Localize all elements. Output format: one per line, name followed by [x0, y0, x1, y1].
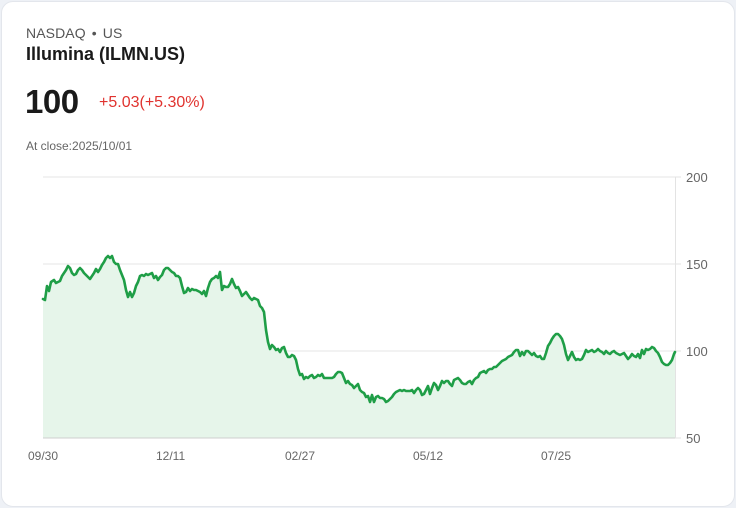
x-tick-label: 05/12 — [413, 449, 443, 463]
x-axis-labels: 09/30 12/11 02/27 05/12 07/25 — [28, 449, 571, 463]
price-change: +5.03(+5.30%) — [99, 94, 205, 111]
price-area-fill — [43, 256, 675, 438]
x-tick-label: 12/11 — [156, 449, 185, 463]
close-date-label: At close:2025/10/01 — [26, 139, 133, 153]
y-tick-label: 100 — [686, 344, 708, 359]
x-tick-label: 02/27 — [285, 449, 315, 463]
price-line — [41, 254, 677, 404]
y-tick-label: 150 — [686, 257, 708, 272]
x-tick-label: 07/25 — [541, 449, 571, 463]
y-axis-labels: 200 150 100 50 — [686, 170, 708, 446]
separator-dot: • — [91, 25, 97, 41]
region-label: US — [102, 25, 123, 41]
stock-title: Illumina (ILMN.US) — [26, 44, 185, 64]
current-price: 100 — [25, 83, 79, 120]
y-tick-label: 50 — [686, 431, 700, 446]
y-tick-label: 200 — [686, 170, 708, 185]
exchange-label: NASDAQ — [26, 25, 86, 41]
x-tick-label: 09/30 — [28, 449, 58, 463]
exchange-line: NASDAQ • US — [26, 25, 122, 41]
